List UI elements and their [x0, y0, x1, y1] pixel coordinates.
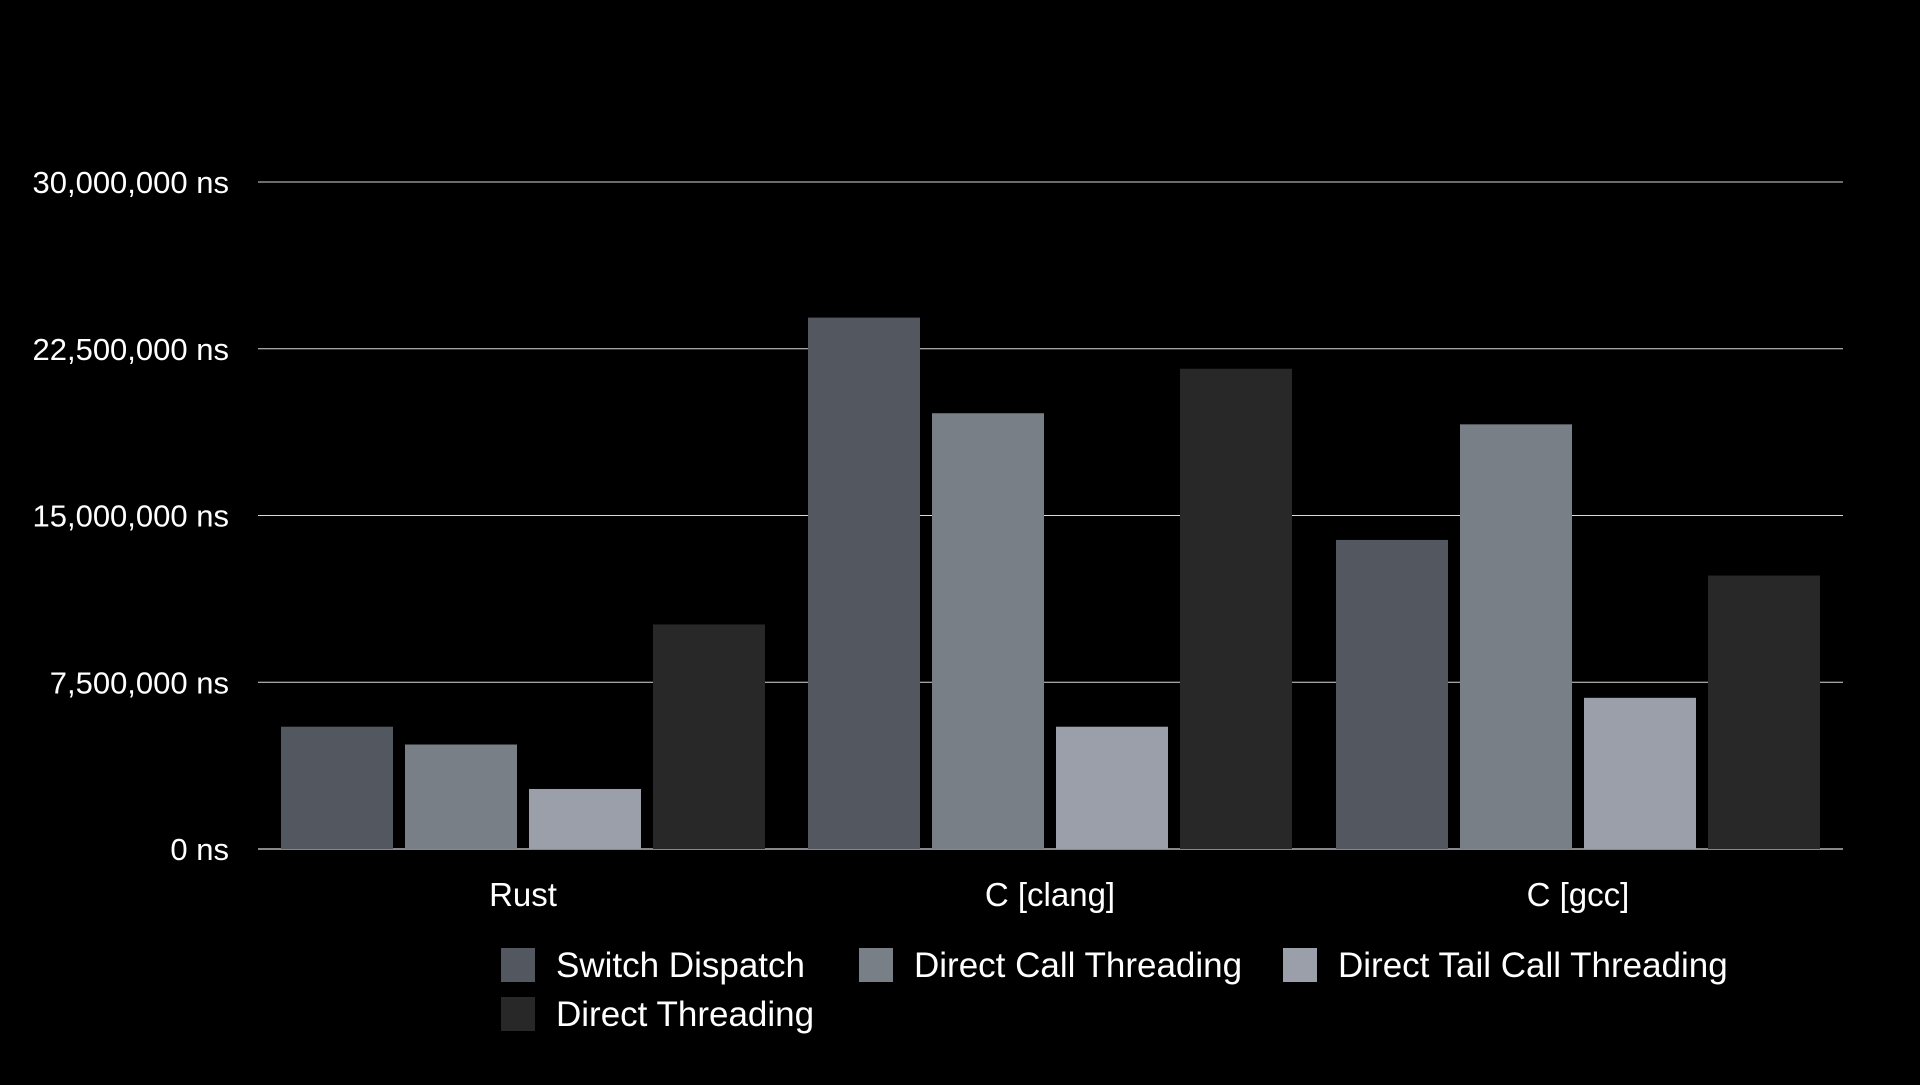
- legend-label: Direct Threading: [556, 995, 814, 1034]
- x-category-label: C [gcc]: [1527, 876, 1630, 913]
- bar: [932, 413, 1044, 849]
- bar: [529, 788, 641, 849]
- bar: [1336, 539, 1448, 849]
- bar: [1056, 726, 1168, 849]
- y-axis-tick-labels: 0 ns 7,500,000 ns 15,000,000 ns 22,500,000 …: [32, 165, 229, 867]
- legend-label: Direct Tail Call Threading: [1338, 946, 1728, 985]
- legend-label: Switch Dispatch: [556, 946, 805, 985]
- legend-item: Direct Threading: [501, 995, 814, 1034]
- bars: [281, 317, 1820, 850]
- bar: [1180, 368, 1292, 849]
- legend-item: Direct Tail Call Threading: [1283, 946, 1728, 985]
- legend: Switch Dispatch Direct Call Threading Dire…: [501, 946, 1728, 1034]
- y-tick-label: 7,500,000 ns: [50, 665, 229, 700]
- legend-swatch: [859, 948, 893, 982]
- bar: [1584, 697, 1696, 849]
- legend-swatch: [501, 948, 535, 982]
- y-tick-label: 15,000,000 ns: [32, 499, 229, 534]
- y-tick-label: 30,000,000 ns: [32, 165, 229, 200]
- legend-label: Direct Call Threading: [914, 946, 1242, 985]
- legend-item: Switch Dispatch: [501, 946, 805, 985]
- bar: [653, 624, 765, 849]
- legend-item: Direct Call Threading: [859, 946, 1242, 985]
- legend-swatch: [1283, 948, 1317, 982]
- x-category-label: Rust: [489, 876, 557, 913]
- x-axis-category-labels: Rust C [clang] C [gcc]: [489, 876, 1629, 913]
- legend-swatch: [501, 997, 535, 1031]
- bar: [1460, 424, 1572, 849]
- bar: [1708, 575, 1820, 849]
- y-tick-label: 22,500,000 ns: [32, 332, 229, 367]
- bar: [281, 726, 393, 849]
- gridlines: [258, 181, 1843, 850]
- x-category-label: C [clang]: [985, 876, 1115, 913]
- bar: [808, 317, 920, 850]
- bar: [405, 744, 517, 849]
- y-tick-label: 0 ns: [170, 832, 229, 867]
